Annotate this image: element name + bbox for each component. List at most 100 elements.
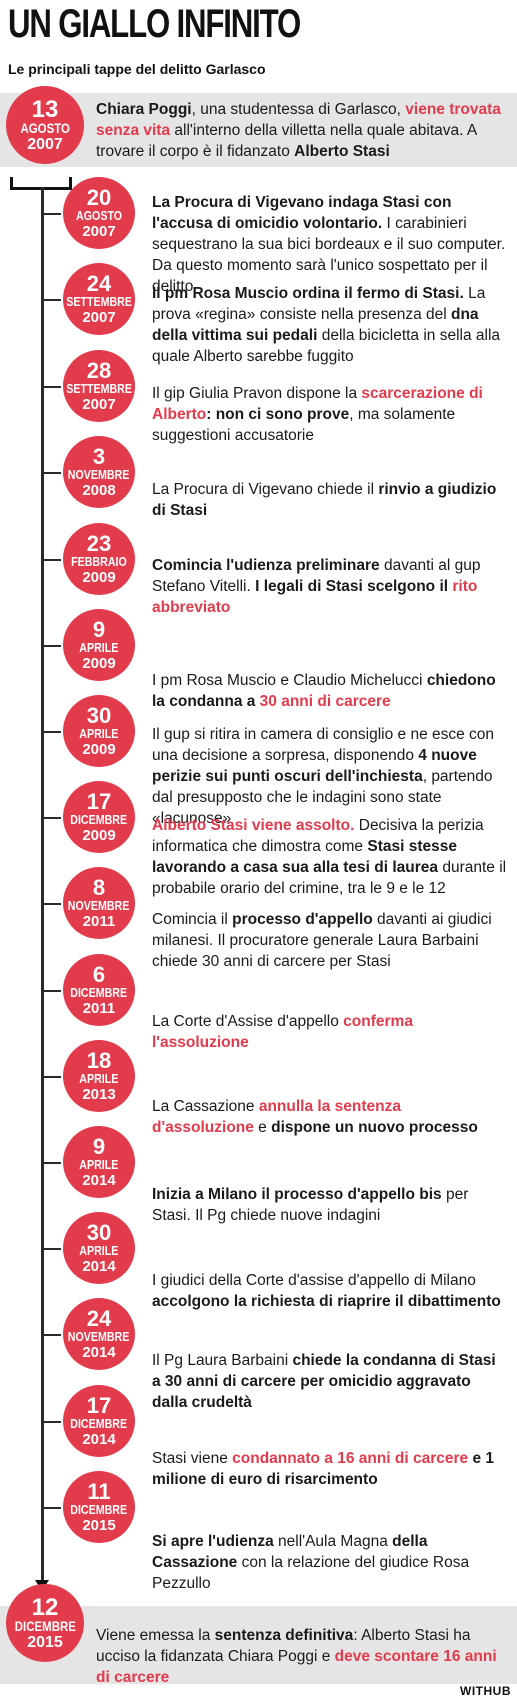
date-month: DICEMBRE: [70, 811, 128, 827]
event-text-segment: 30 anni di carcere: [259, 693, 391, 710]
timeline-connector: [41, 903, 61, 905]
date-month: NOVEMBRE: [68, 1328, 130, 1344]
event-text-segment: dna della vittima sui pedali: [152, 306, 479, 344]
event-description: Chiara Poggi, una studentessa di Garlasc…: [96, 99, 508, 162]
date-year: 2007: [82, 395, 116, 413]
event-text-segment: La Corte d'Assise d'appello: [152, 1013, 344, 1030]
event-text-segment: I giudici della Corte d'assise d'appello…: [152, 1272, 476, 1289]
event-description: I giudici della Corte d'assise d'appello…: [152, 1270, 507, 1312]
event-description: Comincia il processo d'appello davanti a…: [152, 909, 507, 972]
date-day: 8: [92, 874, 106, 900]
date-circle: 9 APRILE 2009: [63, 609, 135, 681]
event-text-segment: Comincia il: [152, 911, 233, 928]
timeline-bracket-right: [69, 177, 72, 190]
date-year: 2011: [82, 999, 116, 1017]
event-description: La Procura di Vigevano chiede il rinvio …: [152, 479, 507, 521]
timeline-connector: [41, 1507, 61, 1509]
timeline-connector: [41, 213, 61, 215]
date-month: APRILE: [79, 725, 119, 741]
event-text-segment: , ma solamente suggestioni accusatorie: [152, 406, 456, 444]
event-description: Comincia l'udienza preliminare davanti a…: [152, 555, 507, 618]
date-month: SETTEMBRE: [66, 380, 132, 396]
event-description: Il gip Giulia Pravon dispone la scarcera…: [152, 383, 507, 446]
date-day: 9: [92, 1133, 106, 1159]
date-circle: 18 APRILE 2013: [63, 1040, 135, 1112]
date-year: 2013: [82, 1085, 116, 1103]
event-text-segment: davanti ai giudici milanesi. Il procurat…: [152, 911, 492, 970]
source-credit: WITHUB: [460, 1684, 511, 1698]
event-text-segment: chiede la condanna di Stasi a 30 anni di…: [152, 1352, 496, 1411]
timeline-connector: [41, 645, 61, 647]
event-description: Viene emessa la sentenza definitiva: Alb…: [96, 1625, 508, 1688]
event-text-segment: sentenza definitiva: [214, 1627, 354, 1644]
event-text-segment: I legali di Stasi scelgono il: [255, 578, 453, 595]
date-day: 24: [86, 1305, 112, 1331]
date-month: NOVEMBRE: [68, 466, 130, 482]
date-day: 28: [86, 357, 112, 383]
event-text-segment: rito abbreviato: [152, 578, 478, 616]
date-day: 24: [86, 270, 112, 296]
date-month: NOVEMBRE: [68, 897, 130, 913]
event-text-segment: scarcerazione di Alberto: [152, 385, 483, 423]
date-year: 2009: [82, 826, 116, 844]
timeline-connector: [41, 386, 61, 388]
event-description: Il gup si ritira in camera di consiglio …: [152, 724, 507, 829]
date-circle: 20 AGOSTO 2007: [63, 177, 135, 249]
event-description: Inizia a Milano il processo d'appello bi…: [152, 1184, 507, 1226]
event-text-segment: accolgono la richiesta di riaprire il di…: [152, 1293, 501, 1310]
date-year: 2014: [82, 1171, 116, 1189]
date-circle: 28 SETTEMBRE 2007: [63, 350, 135, 422]
timeline-connector: [41, 1076, 61, 1078]
event-description: Il pm Rosa Muscio ordina il fermo di Sta…: [152, 283, 507, 367]
date-day: 13: [31, 95, 59, 123]
event-text-segment: I pm Rosa Muscio e Claudio Michelucci: [152, 672, 427, 689]
last-event-band: [0, 1606, 517, 1684]
date-year: 2014: [82, 1343, 116, 1361]
timeline-connector: [41, 990, 61, 992]
date-day: 11: [87, 1478, 111, 1504]
date-day: 20: [86, 184, 112, 210]
event-description: I pm Rosa Muscio e Claudio Michelucci ch…: [152, 670, 507, 712]
event-description: La Corte d'Assise d'appello conferma l'a…: [152, 1011, 507, 1053]
date-day: 17: [86, 788, 112, 814]
date-day: 23: [86, 530, 112, 556]
timeline-connector: [41, 559, 61, 561]
date-month: SETTEMBRE: [66, 293, 132, 309]
event-text-segment: Decisiva la perizia informatica che dimo…: [152, 817, 484, 855]
timeline-connector: [41, 299, 61, 301]
timeline-connector: [41, 817, 61, 819]
date-circle: 13 AGOSTO 2007: [6, 86, 84, 164]
event-text-segment: Il pm Rosa Muscio ordina il fermo di Sta…: [152, 285, 464, 302]
event-text-segment: Viene emessa la: [96, 1627, 215, 1644]
event-text-segment: per Stasi. Il Pg chiede nuove indagini: [152, 1186, 469, 1224]
event-text-segment: della bicicletta in sella alla quale Alb…: [152, 327, 501, 365]
date-month: APRILE: [79, 1242, 119, 1258]
timeline-connector: [41, 731, 61, 733]
event-text-segment: , una studentessa di Garlasco,: [191, 101, 406, 118]
event-text-segment: Il gip Giulia Pravon dispone la: [152, 385, 362, 402]
event-text-segment: e 1 milione di euro di risarcimento: [152, 1450, 495, 1488]
event-text-segment: Inizia a Milano il processo d'appello bi…: [152, 1186, 442, 1203]
event-text-segment: La Procura di Vigevano chiede il: [152, 481, 379, 498]
event-text-segment: processo d'appello: [232, 911, 373, 928]
event-text-segment: 4 nuove perizie sui punti oscuri dell'in…: [152, 747, 477, 785]
date-month: APRILE: [79, 639, 119, 655]
timeline-bracket-left: [10, 177, 13, 190]
event-description: Stasi viene condannato a 16 anni di carc…: [152, 1448, 507, 1490]
event-text-segment: La Cassazione: [152, 1098, 259, 1115]
date-day: 12: [31, 1593, 59, 1621]
date-circle: 9 APRILE 2014: [63, 1126, 135, 1198]
date-month: APRILE: [79, 1156, 119, 1172]
timeline-connector: [41, 472, 61, 474]
page-subtitle: Le principali tappe del delitto Garlasco: [8, 61, 266, 77]
date-year: 2008: [82, 481, 116, 499]
date-year: 2011: [82, 912, 116, 930]
date-circle: 8 NOVEMBRE 2011: [63, 867, 135, 939]
event-text-segment: , partendo dal presupposto che le indagi…: [152, 768, 493, 827]
date-day: 18: [86, 1047, 112, 1073]
event-text-segment: all'interno della villetta nella quale a…: [96, 122, 477, 160]
date-day: 3: [92, 443, 106, 469]
date-year: 2009: [82, 654, 116, 672]
date-year: 2009: [82, 568, 116, 586]
date-circle: 30 APRILE 2009: [63, 695, 135, 767]
